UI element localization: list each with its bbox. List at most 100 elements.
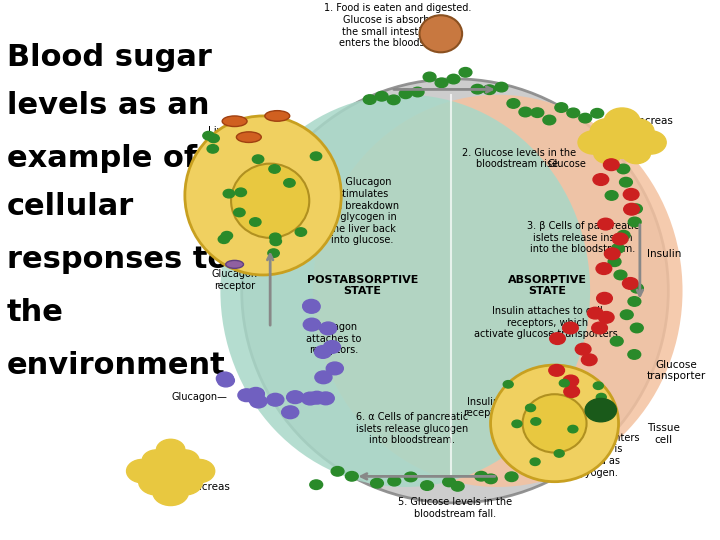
- Ellipse shape: [226, 260, 243, 268]
- Text: Glucagon
attaches to
receptors.: Glucagon attaches to receptors.: [307, 322, 362, 355]
- Circle shape: [447, 75, 460, 84]
- Circle shape: [217, 374, 235, 387]
- Circle shape: [184, 460, 215, 483]
- Circle shape: [218, 235, 230, 244]
- Circle shape: [604, 108, 640, 134]
- Text: cellular: cellular: [7, 192, 135, 220]
- Circle shape: [519, 107, 532, 117]
- Text: 5. Glucose levels in the
bloodstream fall.: 5. Glucose levels in the bloodstream fal…: [398, 497, 512, 519]
- Circle shape: [142, 450, 171, 471]
- Text: Glucagon
receptor: Glucagon receptor: [212, 269, 258, 291]
- Circle shape: [387, 95, 400, 105]
- Circle shape: [507, 99, 520, 108]
- Circle shape: [310, 480, 323, 489]
- Text: Glucagon—: Glucagon—: [171, 392, 228, 402]
- Circle shape: [563, 375, 579, 387]
- Circle shape: [247, 388, 264, 400]
- Circle shape: [139, 468, 174, 495]
- Circle shape: [171, 450, 199, 471]
- Ellipse shape: [523, 394, 587, 453]
- Circle shape: [612, 233, 628, 245]
- Circle shape: [420, 481, 433, 490]
- Circle shape: [221, 232, 233, 240]
- Circle shape: [238, 389, 255, 402]
- Circle shape: [267, 393, 284, 406]
- Circle shape: [591, 109, 603, 118]
- Circle shape: [590, 119, 626, 145]
- Circle shape: [600, 126, 644, 158]
- Circle shape: [593, 174, 608, 185]
- Circle shape: [217, 372, 233, 385]
- Circle shape: [568, 426, 578, 433]
- Circle shape: [596, 263, 612, 274]
- Circle shape: [156, 439, 185, 461]
- Circle shape: [575, 343, 591, 355]
- Circle shape: [555, 103, 567, 112]
- Circle shape: [596, 394, 606, 401]
- Ellipse shape: [420, 15, 462, 52]
- Circle shape: [624, 188, 639, 200]
- Circle shape: [495, 82, 508, 92]
- Circle shape: [549, 333, 565, 345]
- Circle shape: [323, 341, 341, 353]
- Circle shape: [585, 399, 616, 422]
- Circle shape: [618, 119, 654, 145]
- Circle shape: [459, 68, 472, 77]
- Circle shape: [388, 476, 400, 486]
- Circle shape: [150, 456, 191, 486]
- Text: 1. Food is eaten and digested.
Glucose is absorbed in
the small intestine and
en: 1. Food is eaten and digested. Glucose i…: [325, 3, 472, 48]
- Text: responses to: responses to: [7, 245, 228, 274]
- Text: 6. α Cells of pancreatic
islets release glucogen
into bloodstream.: 6. α Cells of pancreatic islets release …: [356, 412, 469, 445]
- Circle shape: [411, 87, 424, 97]
- Circle shape: [628, 296, 641, 306]
- Circle shape: [310, 152, 322, 160]
- Circle shape: [284, 179, 295, 187]
- Circle shape: [303, 300, 320, 313]
- Circle shape: [399, 89, 412, 98]
- Circle shape: [234, 208, 245, 217]
- Text: POSTABSORPTIVE
STATE: POSTABSORPTIVE STATE: [307, 275, 418, 296]
- Circle shape: [295, 228, 307, 237]
- Circle shape: [505, 472, 518, 482]
- Text: 3. β Cells of pancreatic
islets release insulin
into the bloodstream.: 3. β Cells of pancreatic islets release …: [527, 221, 639, 254]
- Circle shape: [223, 190, 235, 198]
- Circle shape: [624, 204, 639, 215]
- Circle shape: [269, 165, 280, 173]
- Circle shape: [375, 91, 388, 101]
- Text: Glucose
transporter: Glucose transporter: [647, 360, 706, 381]
- Circle shape: [631, 284, 643, 293]
- Circle shape: [629, 217, 641, 227]
- Circle shape: [628, 350, 641, 359]
- Circle shape: [614, 270, 627, 280]
- Circle shape: [531, 418, 541, 425]
- Circle shape: [597, 293, 612, 304]
- Circle shape: [485, 474, 498, 484]
- Circle shape: [153, 479, 189, 505]
- Ellipse shape: [236, 132, 261, 143]
- Text: 2. Glucose levels in the
bloodstream rise.: 2. Glucose levels in the bloodstream ris…: [462, 147, 576, 169]
- Circle shape: [282, 406, 299, 418]
- Circle shape: [543, 115, 556, 125]
- Ellipse shape: [231, 164, 310, 238]
- Circle shape: [315, 346, 331, 359]
- Circle shape: [564, 386, 580, 397]
- Circle shape: [318, 392, 334, 404]
- Circle shape: [331, 467, 344, 476]
- Circle shape: [320, 322, 337, 335]
- Circle shape: [269, 233, 281, 241]
- Circle shape: [603, 159, 619, 171]
- Circle shape: [483, 85, 496, 94]
- Text: environment: environment: [7, 350, 226, 380]
- Circle shape: [512, 420, 522, 428]
- Circle shape: [287, 391, 304, 403]
- Circle shape: [592, 322, 608, 334]
- Ellipse shape: [222, 116, 247, 126]
- Circle shape: [243, 134, 254, 143]
- Circle shape: [303, 318, 320, 331]
- Circle shape: [207, 145, 218, 153]
- Circle shape: [423, 72, 436, 82]
- Circle shape: [435, 78, 448, 87]
- Circle shape: [611, 336, 623, 346]
- Circle shape: [631, 323, 643, 333]
- Text: Tissue
cell: Tissue cell: [647, 423, 680, 445]
